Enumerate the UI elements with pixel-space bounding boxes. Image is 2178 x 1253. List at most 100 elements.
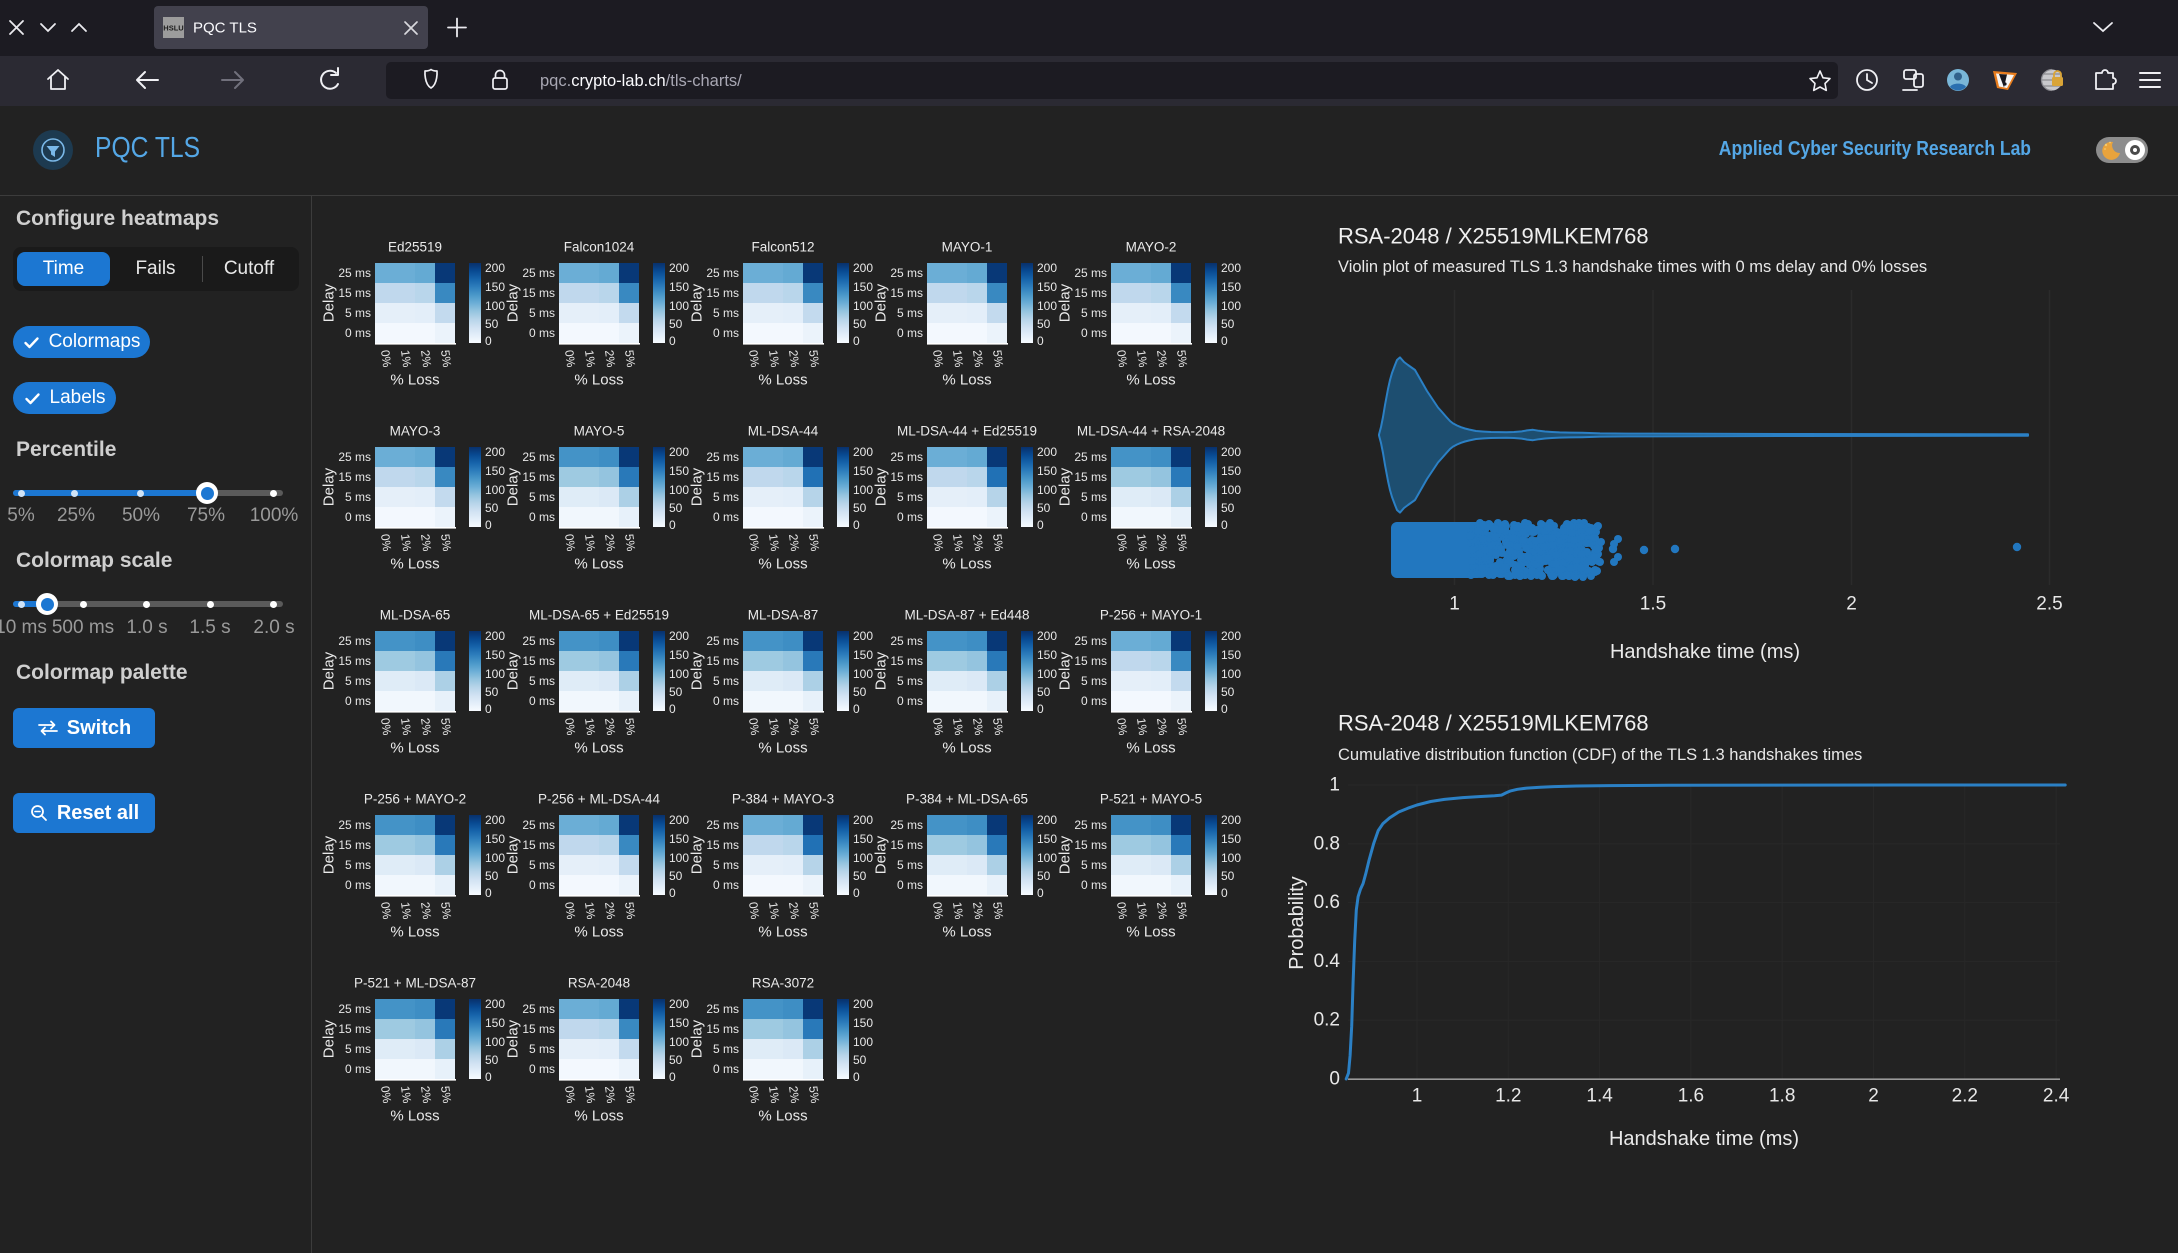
svg-text:100: 100 — [1221, 851, 1241, 865]
svg-text:5%: 5% — [990, 901, 1006, 920]
svg-text:5 ms: 5 ms — [529, 490, 555, 504]
svg-text:200: 200 — [1037, 813, 1057, 827]
svg-text:% Loss: % Loss — [574, 924, 623, 941]
svg-text:15 ms: 15 ms — [522, 1022, 555, 1036]
svg-text:25 ms: 25 ms — [522, 450, 555, 464]
svg-text:0.4: 0.4 — [1314, 951, 1341, 972]
svg-text:100: 100 — [485, 667, 505, 681]
svg-text:Delay: Delay — [321, 283, 338, 322]
svg-text:0%: 0% — [378, 901, 394, 920]
svg-text:1.2: 1.2 — [1495, 1086, 1521, 1107]
svg-text:P-256 + MAYO-2: P-256 + MAYO-2 — [364, 792, 466, 807]
svg-text:1: 1 — [1412, 1086, 1423, 1107]
svg-text:1%: 1% — [1134, 901, 1150, 920]
svg-text:50: 50 — [1037, 501, 1051, 515]
svg-text:Delay: Delay — [321, 1019, 338, 1058]
svg-text:25 ms: 25 ms — [338, 450, 371, 464]
svg-text:2: 2 — [1868, 1086, 1879, 1107]
svg-text:100: 100 — [1037, 299, 1057, 313]
svg-text:Delay: Delay — [873, 835, 890, 874]
svg-text:200: 200 — [669, 997, 689, 1011]
svg-text:50: 50 — [853, 685, 867, 699]
svg-text:1%: 1% — [950, 349, 966, 368]
svg-text:5%: 5% — [438, 901, 454, 920]
svg-text:15 ms: 15 ms — [338, 838, 371, 852]
svg-text:5%: 5% — [622, 901, 638, 920]
svg-text:2%: 2% — [418, 349, 434, 368]
svg-text:Handshake time (ms): Handshake time (ms) — [1609, 1128, 1799, 1150]
svg-text:% Loss: % Loss — [390, 556, 439, 573]
svg-text:50: 50 — [669, 317, 683, 331]
svg-text:50: 50 — [669, 685, 683, 699]
svg-text:0 ms: 0 ms — [529, 326, 555, 340]
svg-text:0.2: 0.2 — [1314, 1010, 1340, 1031]
svg-text:25 ms: 25 ms — [338, 634, 371, 648]
svg-text:25 ms: 25 ms — [890, 634, 923, 648]
svg-text:150: 150 — [485, 464, 505, 478]
svg-text:15 ms: 15 ms — [1074, 654, 1107, 668]
svg-text:5 ms: 5 ms — [345, 858, 371, 872]
svg-text:200: 200 — [669, 261, 689, 275]
svg-text:0 ms: 0 ms — [897, 510, 923, 524]
svg-text:0: 0 — [669, 1070, 676, 1084]
svg-text:5%: 5% — [806, 717, 822, 736]
svg-text:1%: 1% — [398, 1085, 414, 1104]
svg-text:200: 200 — [853, 261, 873, 275]
svg-text:Delay: Delay — [689, 1019, 706, 1058]
svg-text:5 ms: 5 ms — [529, 858, 555, 872]
svg-text:P-521 + ML-DSA-87: P-521 + ML-DSA-87 — [354, 976, 476, 991]
svg-text:5 ms: 5 ms — [529, 1042, 555, 1056]
svg-text:% Loss: % Loss — [574, 1108, 623, 1125]
svg-text:25 ms: 25 ms — [706, 450, 739, 464]
svg-text:Falcon1024: Falcon1024 — [564, 240, 635, 255]
svg-text:5%: 5% — [1174, 533, 1190, 552]
svg-text:0 ms: 0 ms — [713, 878, 739, 892]
svg-text:100: 100 — [669, 851, 689, 865]
svg-text:0: 0 — [485, 518, 492, 532]
svg-text:1%: 1% — [950, 717, 966, 736]
svg-text:% Loss: % Loss — [390, 924, 439, 941]
svg-text:100: 100 — [669, 1035, 689, 1049]
svg-text:0 ms: 0 ms — [1081, 694, 1107, 708]
svg-text:0 ms: 0 ms — [345, 326, 371, 340]
svg-text:1.4: 1.4 — [1586, 1086, 1613, 1107]
svg-text:5 ms: 5 ms — [897, 858, 923, 872]
svg-text:0%: 0% — [1114, 533, 1130, 552]
svg-text:25 ms: 25 ms — [338, 1002, 371, 1016]
svg-text:50: 50 — [669, 1053, 683, 1067]
svg-text:200: 200 — [485, 813, 505, 827]
svg-text:2%: 2% — [970, 901, 986, 920]
svg-text:pqc.crypto-lab.ch/tls-charts/: pqc.crypto-lab.ch/tls-charts/ — [540, 72, 742, 90]
svg-text:150: 150 — [1221, 648, 1241, 662]
svg-text:0%: 0% — [746, 349, 762, 368]
svg-text:5 ms: 5 ms — [713, 490, 739, 504]
svg-text:15 ms: 15 ms — [1074, 838, 1107, 852]
svg-text:150: 150 — [1221, 280, 1241, 294]
svg-text:15 ms: 15 ms — [338, 286, 371, 300]
svg-text:1.5: 1.5 — [1640, 594, 1666, 615]
svg-text:Delay: Delay — [873, 651, 890, 690]
svg-text:5%: 5% — [806, 1085, 822, 1104]
svg-text:Delay: Delay — [505, 651, 522, 690]
svg-text:0: 0 — [1037, 886, 1044, 900]
svg-text:0: 0 — [1329, 1069, 1340, 1090]
svg-text:200: 200 — [485, 629, 505, 643]
svg-text:Delay: Delay — [873, 467, 890, 506]
svg-text:5%: 5% — [990, 533, 1006, 552]
svg-text:ML-DSA-87 + Ed448: ML-DSA-87 + Ed448 — [905, 608, 1030, 623]
svg-text:100: 100 — [485, 483, 505, 497]
svg-text:15 ms: 15 ms — [522, 470, 555, 484]
svg-text:0%: 0% — [378, 533, 394, 552]
svg-text:% Loss: % Loss — [390, 740, 439, 757]
svg-text:5 ms: 5 ms — [1081, 674, 1107, 688]
svg-text:200: 200 — [853, 629, 873, 643]
svg-text:Delay: Delay — [873, 283, 890, 322]
svg-text:Delay: Delay — [689, 651, 706, 690]
svg-text:150: 150 — [1221, 832, 1241, 846]
svg-text:1%: 1% — [398, 901, 414, 920]
svg-text:P-384 + MAYO-3: P-384 + MAYO-3 — [732, 792, 834, 807]
svg-text:200: 200 — [485, 445, 505, 459]
svg-text:0: 0 — [853, 1070, 860, 1084]
svg-text:0: 0 — [1037, 334, 1044, 348]
svg-text:2%: 2% — [602, 533, 618, 552]
